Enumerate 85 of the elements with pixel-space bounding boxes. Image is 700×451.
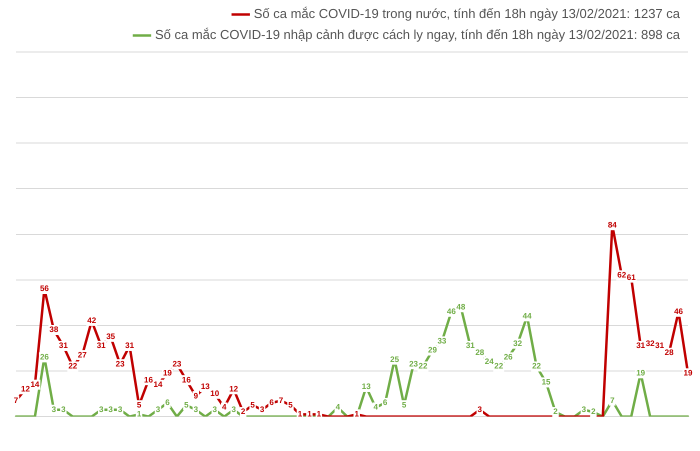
data-label: 28 bbox=[475, 348, 485, 357]
data-label: 22 bbox=[68, 362, 78, 371]
data-label: 6 bbox=[165, 398, 170, 408]
data-label: 3 bbox=[478, 404, 483, 414]
data-label: 31 bbox=[636, 341, 646, 350]
data-label: 35 bbox=[106, 332, 116, 342]
legend-label: Số ca mắc COVID-19 trong nước, tính đến 18h ngày 13/02/2021: 1237 ca bbox=[254, 6, 681, 22]
data-label: 4 bbox=[222, 402, 227, 412]
data-label: 33 bbox=[437, 336, 447, 346]
data-label: 22 bbox=[532, 362, 542, 371]
data-label: 3 bbox=[231, 404, 236, 414]
data-label: 19 bbox=[162, 368, 172, 378]
data-label: 7 bbox=[278, 396, 284, 405]
data-label: 62 bbox=[617, 270, 627, 280]
data-label: 44 bbox=[522, 312, 532, 321]
data-label: 3 bbox=[108, 404, 114, 414]
data-label: 5 bbox=[184, 400, 190, 410]
data-label: 9 bbox=[194, 391, 199, 400]
data-label: 2 bbox=[553, 407, 558, 416]
data-label: 4 bbox=[373, 402, 378, 412]
data-label: 84 bbox=[608, 220, 618, 230]
data-label: 32 bbox=[646, 338, 656, 348]
data-label: 13 bbox=[362, 382, 372, 392]
data-label: 6 bbox=[269, 398, 274, 408]
data-label: 48 bbox=[456, 302, 466, 312]
data-label: 46 bbox=[674, 306, 684, 316]
data-label: 13 bbox=[200, 382, 210, 392]
data-label: 2 bbox=[240, 407, 246, 416]
data-label: 19 bbox=[684, 368, 693, 378]
data-label: 7 bbox=[610, 396, 616, 405]
data-label: 1 bbox=[354, 410, 360, 419]
data-label: 6 bbox=[382, 398, 388, 408]
data-label: 31 bbox=[655, 341, 665, 350]
data-label: 31 bbox=[125, 341, 135, 350]
data-label: 38 bbox=[49, 325, 59, 334]
data-label: 25 bbox=[390, 354, 400, 364]
data-label: 31 bbox=[466, 341, 476, 350]
data-label: 15 bbox=[542, 378, 552, 387]
data-label: 56 bbox=[40, 284, 50, 294]
data-label: 23 bbox=[172, 359, 182, 368]
data-label: 12 bbox=[229, 384, 239, 394]
data-label: 61 bbox=[626, 272, 636, 282]
data-label: 29 bbox=[428, 346, 438, 355]
data-label: 3 bbox=[52, 404, 57, 414]
data-label: 10 bbox=[210, 389, 220, 398]
data-label: 3 bbox=[156, 404, 161, 414]
data-label: 27 bbox=[78, 350, 88, 360]
data-label: 3 bbox=[118, 404, 123, 414]
data-label: 5 bbox=[250, 400, 256, 410]
data-label: 16 bbox=[182, 375, 192, 384]
data-label: 19 bbox=[636, 368, 646, 378]
data-label: 5 bbox=[136, 400, 142, 410]
data-label: 42 bbox=[87, 316, 97, 326]
data-label: 16 bbox=[144, 375, 154, 384]
data-label: 1 bbox=[316, 410, 322, 419]
data-label: 23 bbox=[116, 359, 126, 368]
data-label: 3 bbox=[212, 404, 218, 414]
data-label: 32 bbox=[513, 338, 523, 348]
data-label: 14 bbox=[154, 380, 163, 389]
data-label: 3 bbox=[260, 404, 265, 414]
legend-label: Số ca mắc COVID-19 nhập cảnh được cách ly ngay, tính đến 18h ngày 13/02/2021: 898 ca bbox=[154, 27, 681, 42]
data-label: 23 bbox=[409, 359, 419, 368]
data-label: 3 bbox=[61, 404, 66, 414]
data-label: 5 bbox=[288, 400, 294, 410]
data-label: 3 bbox=[582, 404, 587, 414]
data-label: 5 bbox=[402, 400, 407, 410]
data-label: 3 bbox=[194, 404, 199, 414]
data-label: 3 bbox=[98, 404, 104, 414]
data-label: 46 bbox=[446, 306, 456, 316]
data-label: 4 bbox=[336, 402, 341, 412]
data-label: 2 bbox=[591, 407, 596, 416]
data-label: 1 bbox=[136, 410, 142, 419]
data-label: 31 bbox=[58, 341, 68, 350]
data-label: 24 bbox=[484, 357, 494, 366]
data-label: 31 bbox=[96, 341, 106, 350]
data-label: 14 bbox=[30, 380, 40, 389]
data-label: 28 bbox=[664, 348, 674, 357]
data-label: 12 bbox=[21, 384, 30, 394]
data-label: 7 bbox=[14, 396, 19, 405]
data-label: 22 bbox=[418, 362, 428, 371]
data-label: 1 bbox=[298, 410, 303, 419]
data-label: 26 bbox=[40, 352, 50, 362]
data-label: 26 bbox=[504, 352, 514, 362]
data-label: 22 bbox=[494, 362, 504, 371]
data-label: 1 bbox=[307, 410, 312, 419]
